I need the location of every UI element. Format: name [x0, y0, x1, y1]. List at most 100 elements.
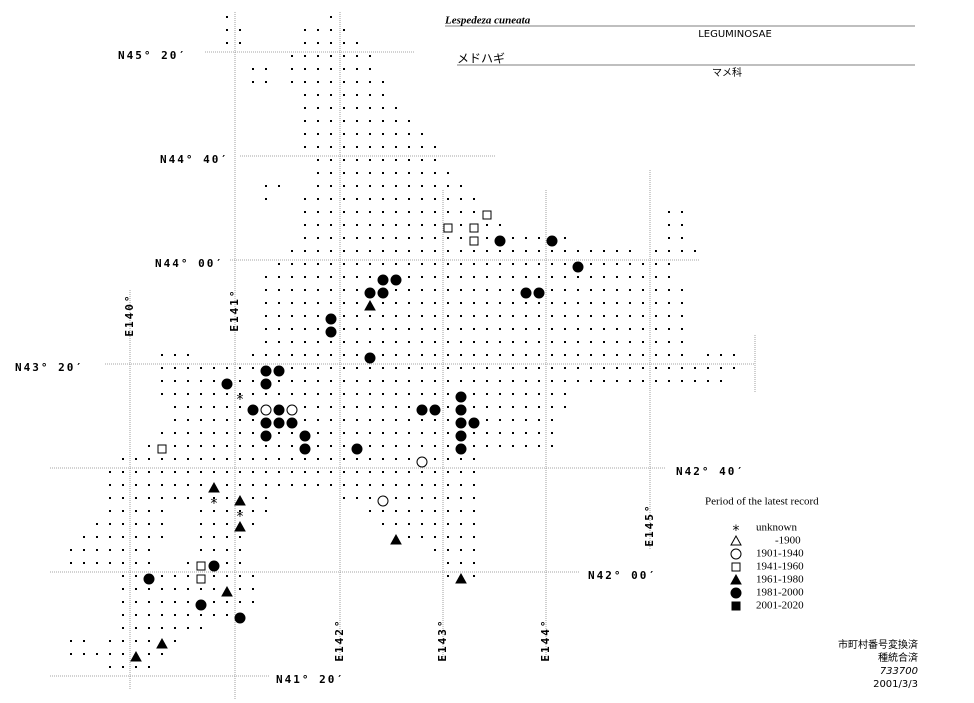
grid-dot: [304, 471, 306, 473]
grid-dot: [174, 614, 176, 616]
grid-dot: [213, 601, 215, 603]
grid-dot: [239, 445, 241, 447]
grid-dot: [356, 341, 358, 343]
grid-dot: [343, 107, 345, 109]
record-1981-2000: [247, 404, 259, 416]
record-1901-1940: [416, 456, 428, 468]
grid-dot: [239, 29, 241, 31]
grid-dot: [473, 575, 475, 577]
grid-dot: [135, 497, 137, 499]
record-1901-1940: [286, 404, 298, 416]
grid-dot: [252, 393, 254, 395]
legend-symbol: [730, 534, 742, 546]
grid-dot: [356, 497, 358, 499]
grid-dot: [616, 276, 618, 278]
legend-symbol: [730, 587, 742, 599]
grid-dot: [408, 523, 410, 525]
grid-dot: [460, 367, 462, 369]
grid-dot: [694, 250, 696, 252]
grid-dot: [226, 42, 228, 44]
grid-dot: [564, 315, 566, 317]
grid-dot: [109, 653, 111, 655]
grid-dot: [655, 250, 657, 252]
grid-dot: [369, 328, 371, 330]
grid-dot: [408, 328, 410, 330]
grid-dot: [382, 237, 384, 239]
grid-dot: [369, 211, 371, 213]
grid-dot: [148, 445, 150, 447]
grid-dot: [239, 432, 241, 434]
grid-dot: [226, 16, 228, 18]
grid-dot: [226, 367, 228, 369]
grid-dot: [343, 211, 345, 213]
grid-dot: [278, 354, 280, 356]
grid-dot: [226, 393, 228, 395]
grid-dot: [538, 328, 540, 330]
grid-dot: [460, 510, 462, 512]
grid-dot: [317, 380, 319, 382]
grid-dot: [135, 640, 137, 642]
grid-dot: [421, 510, 423, 512]
grid-dot: [577, 250, 579, 252]
grid-dot: [551, 432, 553, 434]
grid-dot: [460, 380, 462, 382]
grid-dot: [525, 341, 527, 343]
grid-dot: [161, 536, 163, 538]
grid-dot: [434, 445, 436, 447]
record-1961-1980: [234, 494, 246, 506]
grid-dot: [317, 250, 319, 252]
grid-dot: [265, 341, 267, 343]
grid-dot: [603, 367, 605, 369]
grid-dot: [200, 627, 202, 629]
grid-dot: [369, 120, 371, 122]
grid-dot: [317, 185, 319, 187]
grid-dot: [174, 367, 176, 369]
grid-dot: [512, 380, 514, 382]
grid-dot: [447, 497, 449, 499]
grid-dot: [538, 250, 540, 252]
grid-dot: [382, 172, 384, 174]
grid-dot: [343, 445, 345, 447]
grid-dot: [330, 432, 332, 434]
grid-dot: [252, 81, 254, 83]
grid-dot: [343, 497, 345, 499]
grid-dot: [330, 341, 332, 343]
grid-dot: [447, 562, 449, 564]
grid-dot: [408, 185, 410, 187]
grid-dot: [434, 393, 436, 395]
grid-dot: [655, 380, 657, 382]
grid-dot: [603, 250, 605, 252]
grid-dot: [291, 263, 293, 265]
grid-dot: [109, 536, 111, 538]
grid-dot: [681, 302, 683, 304]
grid-dot: [317, 276, 319, 278]
grid-dot: [369, 68, 371, 70]
grid-dot: [356, 198, 358, 200]
grid-dot: [122, 497, 124, 499]
grid-dot: [304, 367, 306, 369]
grid-dot: [668, 237, 670, 239]
grid-dot: [447, 289, 449, 291]
grid-dot: [200, 510, 202, 512]
grid-dot: [317, 120, 319, 122]
longitude-label: E145°: [643, 503, 656, 546]
grid-dot: [369, 237, 371, 239]
grid-dot: [499, 393, 501, 395]
grid-dot: [486, 406, 488, 408]
grid-dot: [408, 120, 410, 122]
grid-dot: [187, 601, 189, 603]
grid-dot: [434, 172, 436, 174]
grid-dot: [551, 328, 553, 330]
grid-dot: [564, 263, 566, 265]
grid-dot: [200, 445, 202, 447]
grid-dot: [213, 471, 215, 473]
grid-dot: [109, 640, 111, 642]
grid-dot: [213, 367, 215, 369]
grid-dot: [564, 367, 566, 369]
grid-dot: [265, 315, 267, 317]
grid-dot: [564, 302, 566, 304]
grid-dot: [265, 471, 267, 473]
grid-dot: [395, 432, 397, 434]
grid-dot: [408, 159, 410, 161]
grid-dot: [642, 354, 644, 356]
